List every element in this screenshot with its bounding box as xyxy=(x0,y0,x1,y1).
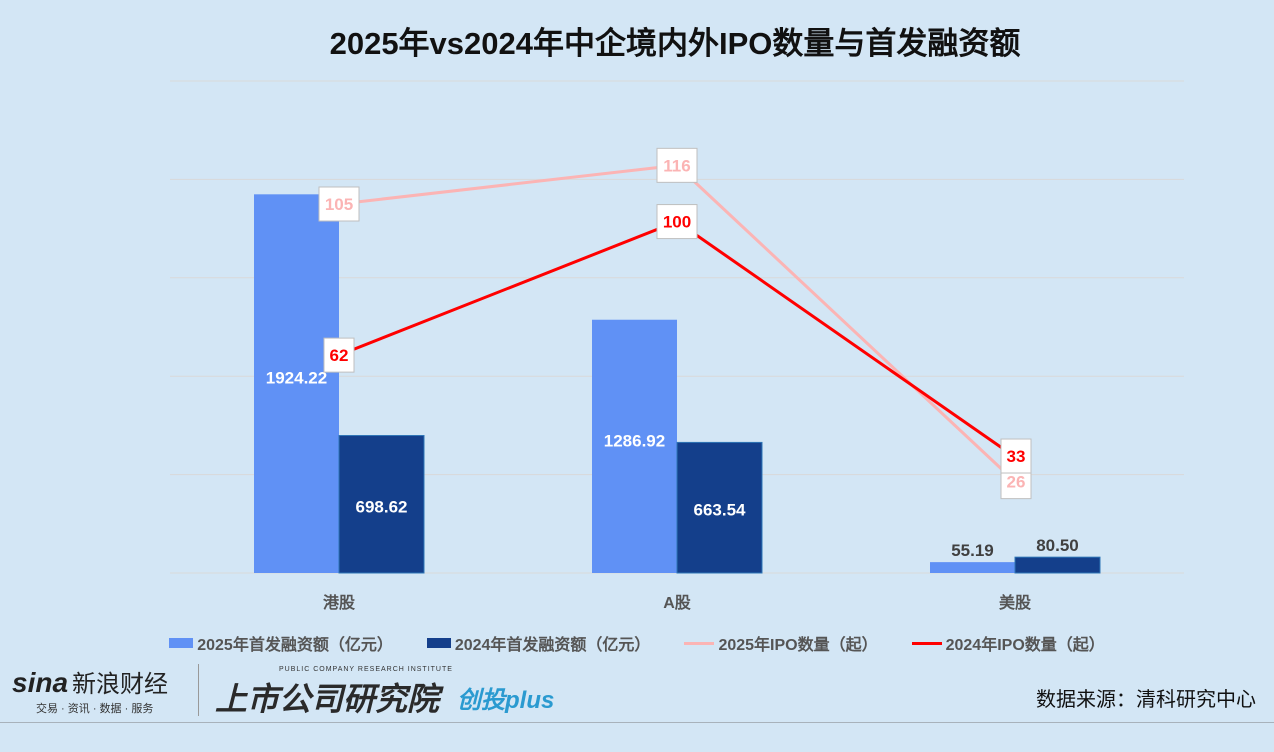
legend-label: 2024年首发融资额（亿元） xyxy=(454,637,651,654)
line-data-label: 116 xyxy=(663,156,690,175)
bar-data-label: 80.50 xyxy=(1036,536,1079,555)
line-data-label: 105 xyxy=(325,195,353,214)
bar xyxy=(676,441,763,574)
x-tick-label: A股 xyxy=(663,594,692,612)
bar xyxy=(1014,556,1101,574)
line-data-label: 33 xyxy=(1007,447,1026,466)
logo-divider xyxy=(198,664,199,716)
line-data-label: 26 xyxy=(1007,473,1026,492)
x-tick-label: 美股 xyxy=(999,593,1032,612)
line-data-label-box xyxy=(656,204,698,240)
institute-en: PUBLIC COMPANY RESEARCH INSTITUTE xyxy=(279,666,453,673)
institute-cn: 上市公司研究院 xyxy=(215,681,440,717)
footer-divider xyxy=(0,722,1274,723)
legend-swatch xyxy=(911,641,942,645)
institute-plus: 创投plus xyxy=(457,687,555,714)
line-data-label-box xyxy=(323,337,355,373)
bar-data-label: 1286.92 xyxy=(604,431,665,450)
legend-item-bar-2024[interactable]: 2024年首发融资额（亿元） xyxy=(426,631,651,655)
sina-name: 新浪财经 xyxy=(72,671,169,698)
line-data-label-box xyxy=(1000,438,1032,474)
line-data-label-box xyxy=(656,147,698,183)
chart-plot: 港股 A股 美股 1924.22 1286.92 55.19 698.62 663.54 80.… xyxy=(170,80,1184,612)
sina-tagline: 交易 · 资讯 · 数据 · 服务 xyxy=(36,703,154,715)
bar xyxy=(254,194,339,573)
bar-data-label: 698.62 xyxy=(356,497,408,516)
chart-title: 2025年vs2024年中企境内外IPO数量与首发融资额 xyxy=(329,26,1021,61)
legend-swatch xyxy=(684,641,715,645)
bar xyxy=(338,435,425,574)
legend-swatch xyxy=(426,638,451,648)
bar xyxy=(592,319,677,573)
line-data-label: 100 xyxy=(663,213,691,232)
legend-swatch xyxy=(169,638,194,648)
line-data-label: 62 xyxy=(330,346,349,365)
sina-finance-logo: sina 新浪财经 交易 · 资讯 · 数据 · 服务 xyxy=(12,664,169,715)
data-source: 数据来源：清科研究中心 xyxy=(1036,689,1256,711)
x-tick-label: 港股 xyxy=(323,593,356,612)
bar-data-label: 55.19 xyxy=(951,541,994,560)
legend-label: 2025年IPO数量（起） xyxy=(718,637,878,654)
bar xyxy=(930,562,1015,573)
line-data-label-box xyxy=(318,186,360,222)
bar-data-label: 663.54 xyxy=(694,501,747,520)
sina-logo-mark: sina xyxy=(12,667,69,698)
legend-label: 2025年首发融资额（亿元） xyxy=(197,637,393,654)
bar-data-label: 1924.22 xyxy=(266,369,327,388)
legend-item-bar-2025[interactable]: 2025年首发融资额（亿元） xyxy=(169,631,393,655)
legend-item-line-2024[interactable]: 2024年IPO数量（起） xyxy=(911,631,1105,655)
legend-item-line-2025[interactable]: 2025年IPO数量（起） xyxy=(684,631,878,655)
legend: 2025年首发融资额（亿元） 2024年首发融资额（亿元） 2025年IPO数量… xyxy=(0,631,1274,655)
legend-label: 2024年IPO数量（起） xyxy=(945,637,1105,654)
